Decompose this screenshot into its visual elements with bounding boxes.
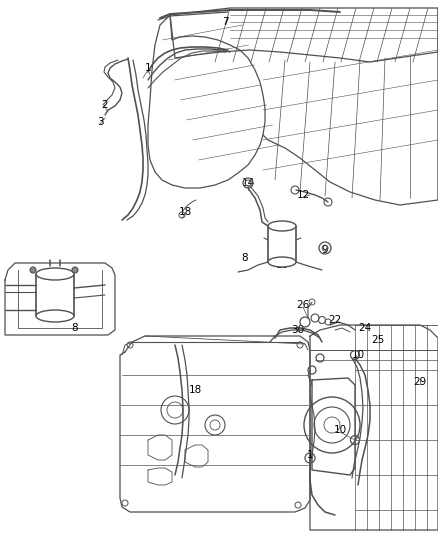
Ellipse shape — [268, 221, 296, 231]
Text: 14: 14 — [241, 178, 254, 188]
Text: 1: 1 — [307, 450, 313, 460]
Ellipse shape — [36, 268, 74, 280]
Text: 22: 22 — [328, 315, 342, 325]
Text: 29: 29 — [413, 377, 427, 387]
Text: 24: 24 — [358, 323, 371, 333]
Text: 26: 26 — [297, 300, 310, 310]
Text: 7: 7 — [222, 17, 228, 27]
Text: 10: 10 — [333, 425, 346, 435]
Text: 10: 10 — [351, 350, 364, 360]
Text: 12: 12 — [297, 190, 310, 200]
Text: 18: 18 — [178, 207, 192, 217]
Text: 2: 2 — [102, 100, 108, 110]
Ellipse shape — [268, 257, 296, 267]
Text: 8: 8 — [242, 253, 248, 263]
Text: 9: 9 — [321, 245, 328, 255]
Text: 30: 30 — [291, 325, 304, 335]
Ellipse shape — [36, 310, 74, 322]
Text: 10: 10 — [276, 260, 289, 270]
Text: 3: 3 — [97, 117, 103, 127]
Text: 1: 1 — [145, 63, 151, 73]
Text: 8: 8 — [72, 323, 78, 333]
Circle shape — [30, 267, 36, 273]
Circle shape — [72, 267, 78, 273]
Text: 18: 18 — [188, 385, 201, 395]
Text: 25: 25 — [371, 335, 385, 345]
